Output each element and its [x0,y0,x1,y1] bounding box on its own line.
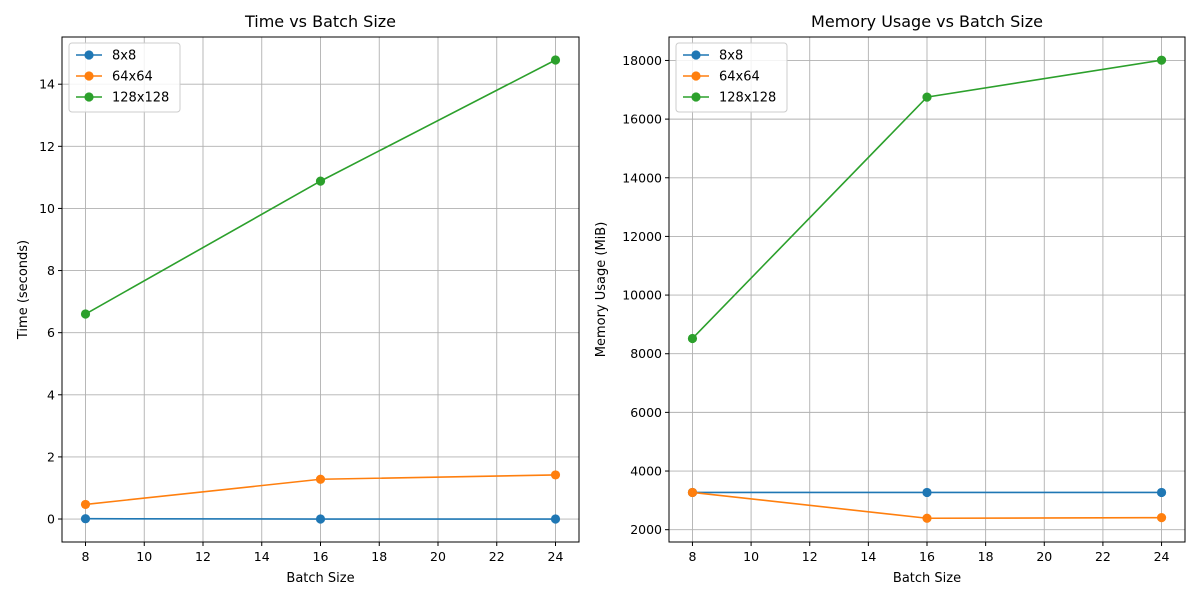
y-tick-label: 12000 [622,229,662,244]
x-tick-label: 10 [136,549,152,564]
x-tick-label: 8 [688,549,696,564]
y-tick-label: 10 [39,201,55,216]
x-tick-label: 10 [743,549,759,564]
x-axis-label: Batch Size [286,571,354,586]
data-point [316,177,325,186]
data-point [81,500,90,509]
y-tick-label: 8000 [630,346,662,361]
data-point [1157,488,1166,497]
x-tick-label: 24 [548,549,564,564]
data-point [81,309,90,318]
x-tick-label: 8 [82,549,90,564]
y-tick-label: 6 [47,325,55,340]
legend-marker [84,71,93,80]
chart-title: Memory Usage vs Batch Size [811,12,1043,31]
y-tick-label: 2000 [630,522,662,537]
legend-label: 8x8 [719,49,743,64]
y-tick-label: 14000 [622,170,662,185]
x-tick-label: 20 [1036,549,1052,564]
data-point [316,514,325,523]
x-tick-label: 14 [254,549,270,564]
data-point [551,514,560,523]
data-point [1157,56,1166,65]
legend: 8x8 64x64 128x128 [69,43,180,112]
legend-marker [691,71,700,80]
legend-marker [691,92,700,101]
y-tick-label: 0 [47,512,55,527]
y-tick-label: 6000 [630,405,662,420]
y-tick-label: 2 [47,449,55,464]
x-tick-label: 18 [371,549,387,564]
legend-label: 64x64 [112,70,153,85]
x-tick-label: 12 [802,549,818,564]
x-tick-label: 24 [1154,549,1170,564]
legend-label: 8x8 [112,49,136,64]
x-tick-label: 14 [860,549,876,564]
x-tick-label: 20 [430,549,446,564]
y-axis-label: Time (seconds) [16,240,31,340]
legend-marker [84,92,93,101]
data-point [922,514,931,523]
data-point [551,470,560,479]
data-point [688,488,697,497]
data-point [81,514,90,523]
x-tick-label: 16 [919,549,935,564]
y-tick-label: 4 [47,387,55,402]
y-axis-label: Memory Usage (MiB) [594,222,609,358]
data-point [922,488,931,497]
data-point [922,93,931,102]
y-tick-label: 8 [47,263,55,278]
chart-panel-2: 8 10 12 14 16 18 20 22 24 2000 4000 6000 8000 10000 12… [594,12,1185,586]
y-tick-label: 10000 [622,288,662,303]
legend-label: 128x128 [112,91,169,106]
data-point [551,55,560,64]
legend-marker [84,50,93,59]
legend: 8x8 64x64 128x128 [676,43,787,112]
x-tick-label: 18 [978,549,994,564]
y-tick-label: 16000 [622,112,662,127]
x-tick-label: 16 [313,549,329,564]
legend-label: 64x64 [719,70,760,85]
x-tick-label: 22 [489,549,505,564]
y-tick-label: 14 [39,77,55,92]
data-point [688,334,697,343]
chart-title: Time vs Batch Size [244,12,396,31]
y-tick-label: 4000 [630,464,662,479]
legend-marker [691,50,700,59]
x-tick-label: 22 [1095,549,1111,564]
x-tick-label: 12 [195,549,211,564]
y-tick-label: 12 [39,139,55,154]
data-point [316,475,325,484]
legend-label: 128x128 [719,91,776,106]
data-point [1157,513,1166,522]
x-axis-label: Batch Size [893,571,961,586]
y-tick-label: 18000 [622,53,662,68]
